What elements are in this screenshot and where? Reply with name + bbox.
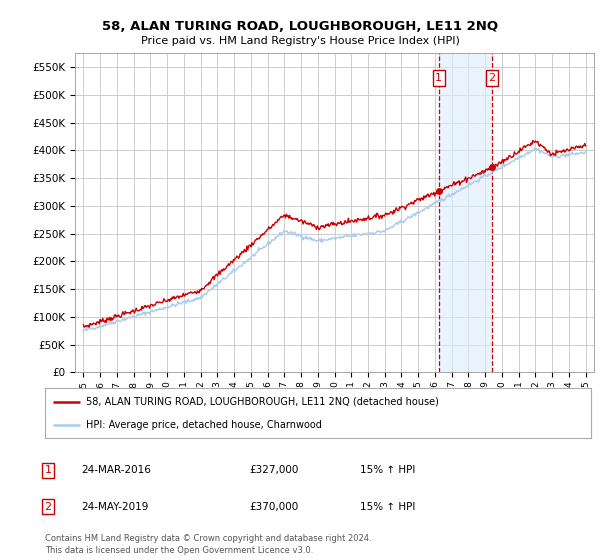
Text: 2: 2 bbox=[44, 502, 52, 512]
Text: £327,000: £327,000 bbox=[249, 465, 298, 475]
Text: 15% ↑ HPI: 15% ↑ HPI bbox=[360, 502, 415, 512]
Bar bbox=[439, 53, 492, 372]
Text: 58, ALAN TURING ROAD, LOUGHBOROUGH, LE11 2NQ (detached house): 58, ALAN TURING ROAD, LOUGHBOROUGH, LE11… bbox=[86, 396, 439, 407]
Text: 1: 1 bbox=[436, 73, 442, 83]
Text: HPI: Average price, detached house, Charnwood: HPI: Average price, detached house, Char… bbox=[86, 421, 322, 430]
Text: 2: 2 bbox=[488, 73, 496, 83]
Text: £370,000: £370,000 bbox=[249, 502, 298, 512]
Text: Price paid vs. HM Land Registry's House Price Index (HPI): Price paid vs. HM Land Registry's House … bbox=[140, 36, 460, 46]
Text: 24-MAR-2016: 24-MAR-2016 bbox=[81, 465, 151, 475]
Text: 15% ↑ HPI: 15% ↑ HPI bbox=[360, 465, 415, 475]
Text: 1: 1 bbox=[44, 465, 52, 475]
Text: 58, ALAN TURING ROAD, LOUGHBOROUGH, LE11 2NQ: 58, ALAN TURING ROAD, LOUGHBOROUGH, LE11… bbox=[102, 20, 498, 32]
Text: 24-MAY-2019: 24-MAY-2019 bbox=[81, 502, 148, 512]
Text: Contains HM Land Registry data © Crown copyright and database right 2024.
This d: Contains HM Land Registry data © Crown c… bbox=[45, 534, 371, 555]
